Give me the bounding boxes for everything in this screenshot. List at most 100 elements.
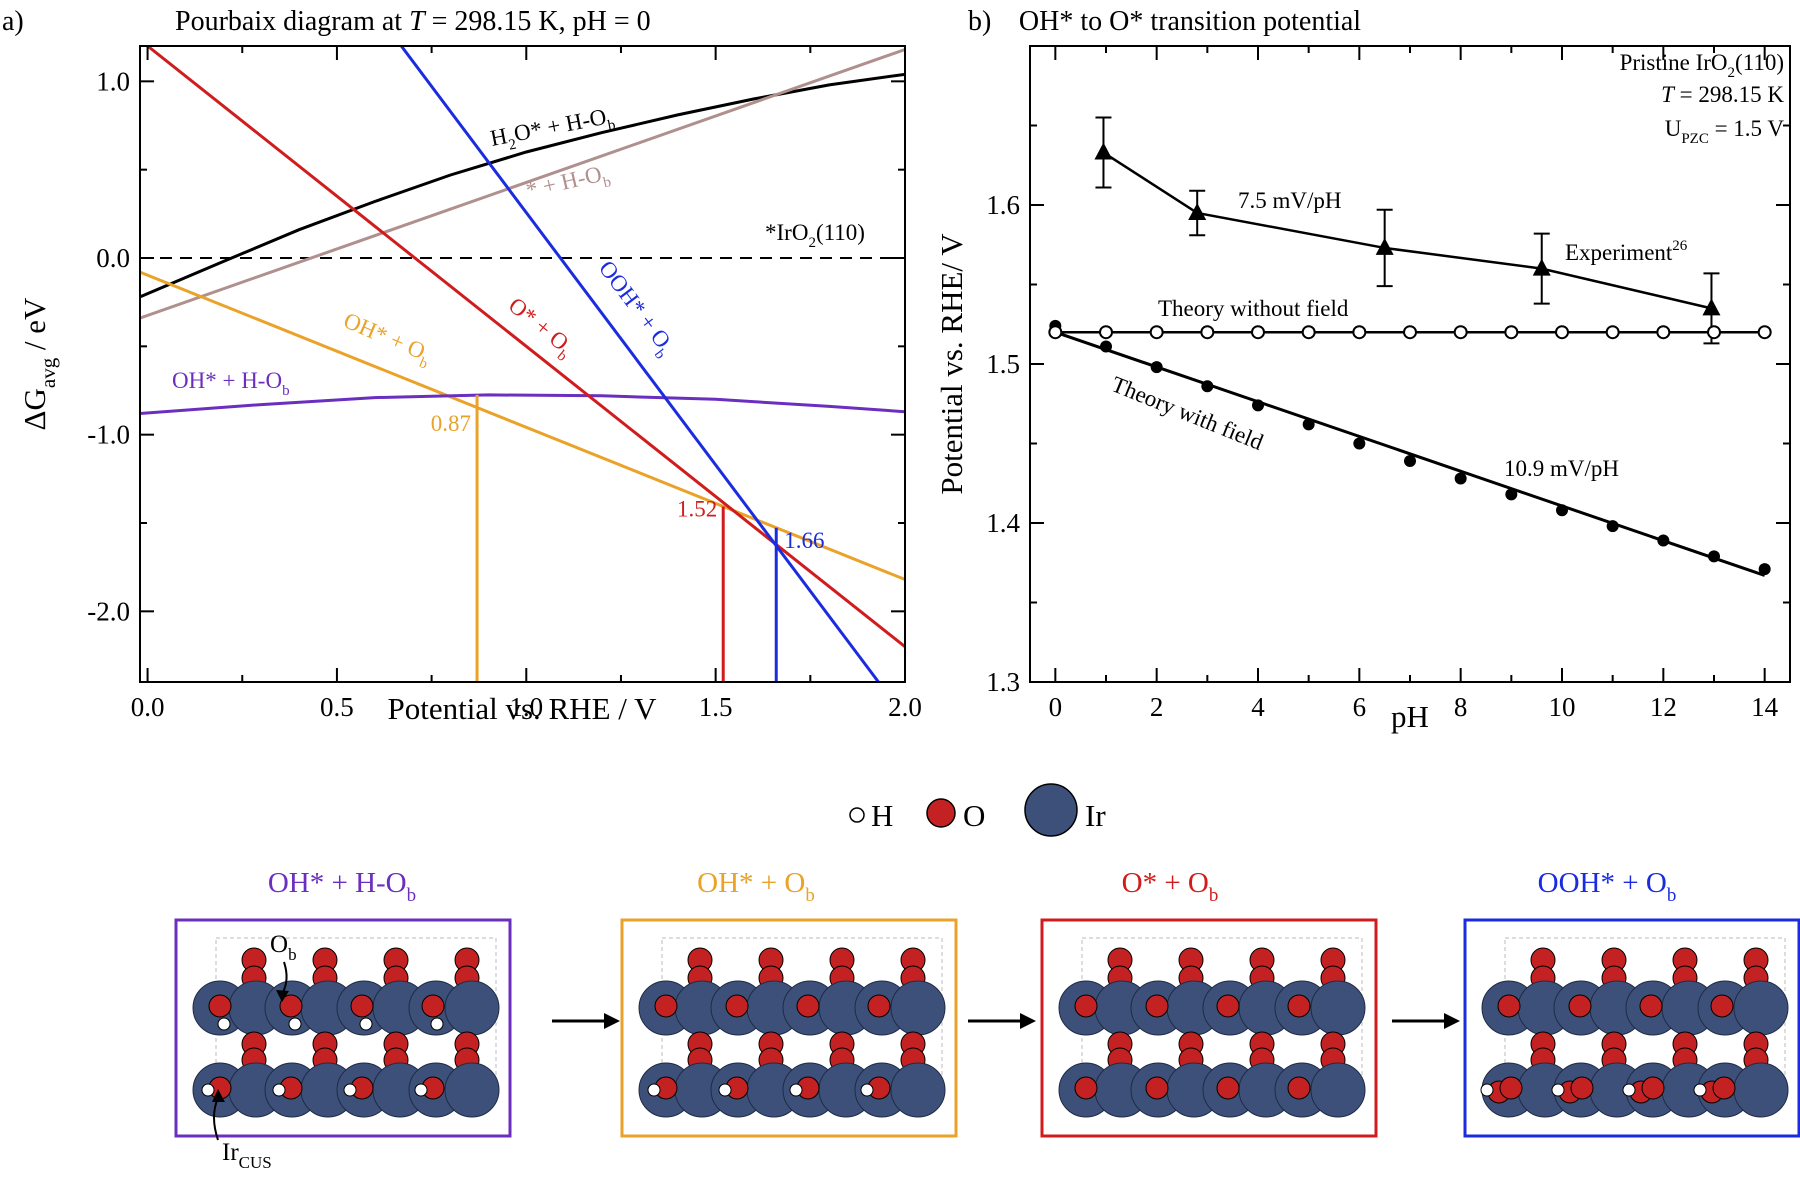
panel-b-ticks: 0 2 4 6 8 10 12 14 1.3 1.4 1.5 1.6 (986, 46, 1790, 722)
panel-b-xlabel: pH (1391, 699, 1429, 734)
theory-without-field-point (1605, 325, 1620, 340)
hydrogen-atom (789, 1083, 803, 1097)
structure-ooh-ob (1463, 918, 1800, 1138)
x-tick-label: 8 (1454, 692, 1468, 722)
y-tick-label: 1.5 (986, 349, 1020, 379)
hydrogen-atom (647, 1083, 661, 1097)
theory-with-field-point (1201, 380, 1214, 393)
label-experiment: Experiment26 (1565, 238, 1688, 265)
hydrogen-atom (718, 1083, 732, 1097)
theory-without-field-point (1301, 325, 1316, 340)
y-tick-label: 1.3 (986, 667, 1020, 697)
oxygen-atom (1712, 1076, 1736, 1100)
legend-line-surface: Pristine IrO2(110) (1620, 50, 1784, 81)
iridium-atom (1310, 1062, 1366, 1118)
theory-without-field-point (1149, 325, 1164, 340)
iridium-atom-icon (1024, 783, 1078, 837)
x-tick-label: 0.5 (320, 692, 354, 722)
theory-with-field-point (1404, 454, 1416, 467)
y-tick-label: 1.0 (96, 66, 130, 96)
panel-b-plot-area: 0 2 4 6 8 10 12 14 1.3 1.4 1.5 1.6 (986, 45, 1791, 722)
oxygen-atom (1570, 1076, 1594, 1100)
panel-b-label: b) (968, 6, 991, 37)
experiment-line (1102, 151, 1712, 310)
iridium-atom (890, 980, 946, 1036)
site-annotations: Ob IrCUS (212, 931, 297, 1172)
crossing-label-1-52: 1.52 (677, 496, 717, 521)
oxygen-atom (279, 994, 303, 1018)
panel-a: a) Pourbaix diagram at T = 298.15 K, pH … (2, 6, 922, 726)
oxygen-atom (1710, 994, 1734, 1018)
structure-titles: OH* + H-Ob OH* + Ob O* + Ob OOH* + Ob (268, 867, 1676, 906)
transition-arrows (552, 1013, 1460, 1029)
hydrogen-atom (1622, 1083, 1636, 1097)
y-tick-label: 0.0 (96, 243, 130, 273)
label-bridge-oxygen: Ob (270, 931, 297, 964)
oxygen-atom (1499, 1076, 1523, 1100)
legend-line-upzc: UPZC = 1.5 V (1665, 116, 1785, 147)
crossing-label-0-87: 0.87 (431, 411, 471, 436)
oxygen-atom (1216, 994, 1240, 1018)
theory-without-field-point (1453, 325, 1468, 340)
panel-a-ticks: 0.0 0.5 1.0 1.5 2.0 -2.0 -1.0 0.0 1.0 (87, 46, 922, 722)
label-theory-without-field: Theory without field (1158, 296, 1349, 321)
y-tick-label: 1.4 (986, 508, 1020, 538)
x-tick-label: 14 (1751, 692, 1779, 722)
oxygen-atom (1639, 994, 1663, 1018)
structure-oh-ob (620, 918, 958, 1138)
theory-without-field-point (1656, 325, 1671, 340)
theory-with-field-point (1505, 488, 1518, 501)
panel-a-crossing-markers: 0.87 1.52 1.66 (431, 394, 824, 682)
experiment-point (1532, 258, 1551, 276)
theory-with-field-point (1100, 340, 1112, 353)
iridium-atom (1310, 980, 1366, 1036)
theory-without-field-point (1504, 325, 1519, 340)
y-tick-label: -1.0 (87, 420, 130, 450)
iridium-atom (890, 1062, 946, 1118)
structure-o-ob (1040, 918, 1378, 1138)
x-tick-label: 4 (1251, 692, 1265, 722)
theory-with-field-point (1708, 550, 1720, 563)
label-o-ob: O* + Ob (500, 292, 579, 364)
oxygen-atom (796, 994, 820, 1018)
panel-a-frame (139, 45, 906, 683)
hydrogen-atom-icon (849, 807, 865, 823)
oxygen-atom (867, 994, 891, 1018)
label-oh-ob: OH* + Ob (338, 308, 436, 373)
panel-b-title: OH* to O* transition potential (1019, 6, 1361, 37)
series-line-ooh-ob (400, 46, 880, 682)
oxygen-atom (1568, 994, 1592, 1018)
hydrogen-atom (272, 1083, 286, 1097)
oxygen-atom (208, 994, 232, 1018)
label-h2o-hob: H2O* + H-Ob (488, 102, 617, 156)
oxygen-atom (1145, 1076, 1169, 1100)
panel-b: b) OH* to O* transition potential 0 2 4 6 8 1… (934, 6, 1791, 734)
theory-with-field-point (1657, 534, 1670, 547)
theory-without-field-point (1048, 325, 1063, 340)
hydrogen-atom (414, 1083, 428, 1097)
iridium-atom (1733, 980, 1789, 1036)
theory-with-field-point (1302, 418, 1315, 431)
x-tick-label: 10 (1549, 692, 1576, 722)
theory-with-field-point (1606, 520, 1619, 533)
theory-without-field-point (1403, 325, 1417, 340)
crossing-label-1-66: 1.66 (784, 528, 824, 553)
legend-o-label: O (963, 798, 985, 833)
theory-without-field-point (1757, 325, 1772, 340)
oxygen-atom (1074, 1076, 1098, 1100)
hydrogen-atom (1551, 1083, 1565, 1097)
hydrogen-atom (343, 1083, 357, 1097)
arrow-right-icon (552, 1013, 620, 1029)
x-tick-label: 6 (1353, 692, 1367, 722)
experiment-point (1375, 237, 1394, 255)
structure-title-oh-ob: OH* + Ob (697, 867, 815, 906)
y-tick-label: -2.0 (87, 596, 130, 626)
legend-ir-label: Ir (1085, 798, 1106, 833)
experiment-point (1702, 298, 1721, 316)
x-tick-label: 2.0 (888, 692, 922, 722)
label-experiment-slope: 7.5 mV/pH (1238, 188, 1342, 213)
theory-with-field-point (1758, 563, 1771, 576)
panel-a-plot-area: 0.87 1.52 1.66 0.0 0.5 1.0 1.5 2.0 -2.0 -1.0 0.0 1… (87, 45, 922, 722)
panel-b-series (1048, 116, 1772, 577)
panel-b-ylabel: Potential vs. RHE/ V (934, 233, 969, 495)
